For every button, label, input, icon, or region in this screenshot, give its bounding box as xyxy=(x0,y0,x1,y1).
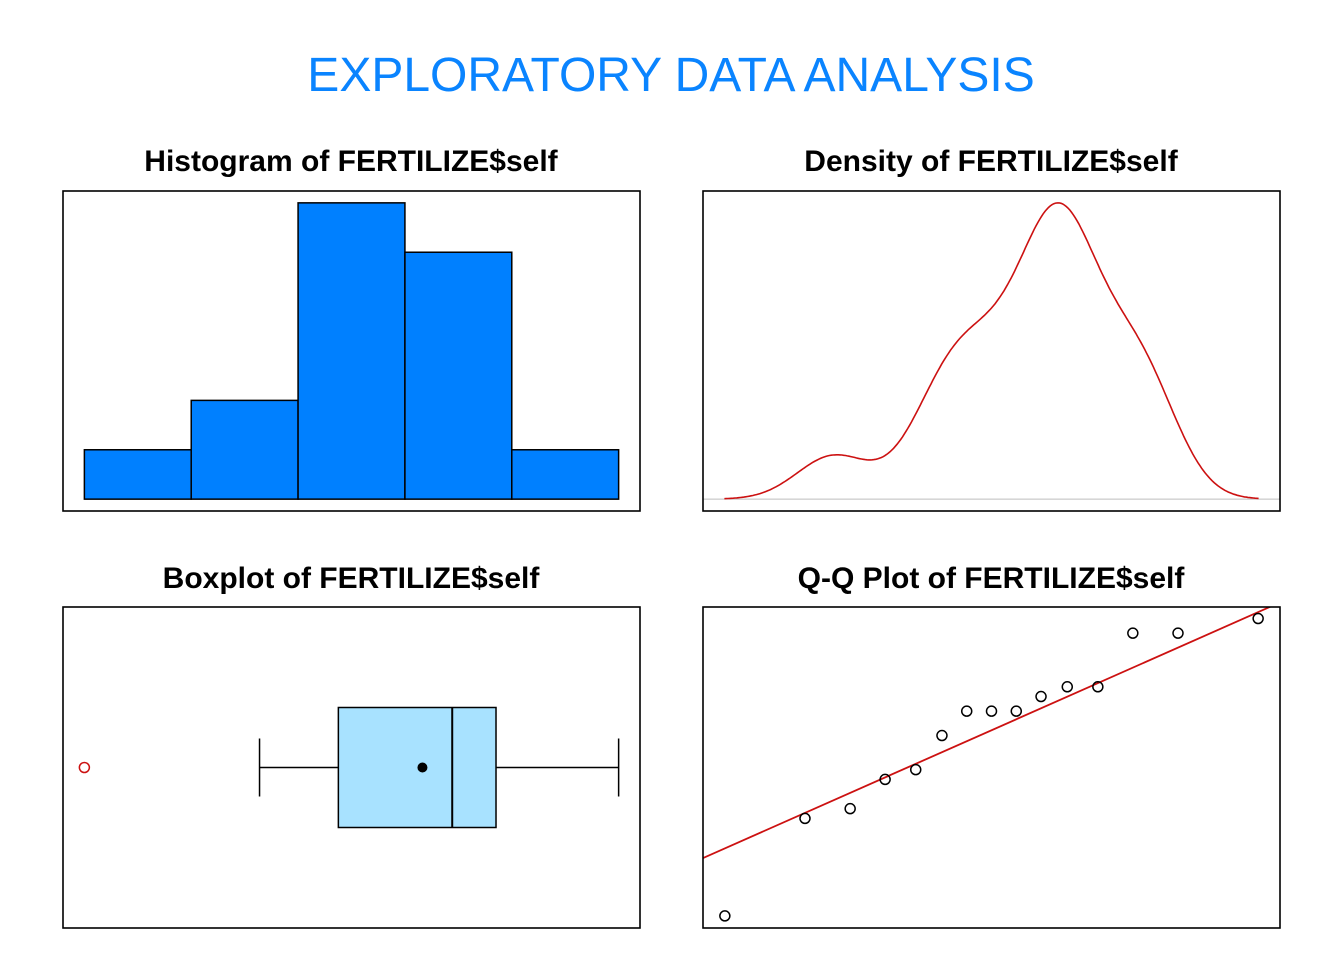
qq-frame xyxy=(702,606,1281,929)
qq-point xyxy=(879,773,891,786)
boxplot-title: Boxplot of FERTILIZE$self xyxy=(163,562,541,595)
qq-point xyxy=(936,729,948,742)
density-curve xyxy=(724,202,1259,500)
density-frame xyxy=(702,190,1281,512)
main-title: EXPLORATORY DATA ANALYSIS xyxy=(307,49,1034,102)
boxplot-mean-point xyxy=(417,762,428,773)
qq-point xyxy=(1092,681,1104,693)
boxplot-frame xyxy=(62,606,641,929)
qq-point xyxy=(844,802,856,815)
qq-title: Q-Q Plot of FERTILIZE$self xyxy=(798,562,1186,595)
qq-reference-line xyxy=(703,607,1272,859)
qq-point xyxy=(799,812,811,825)
histogram-bar xyxy=(297,202,406,500)
histogram-title: Histogram of FERTILIZE$self xyxy=(144,145,558,178)
boxplot-box xyxy=(337,706,497,829)
density-title: Density of FERTILIZE$self xyxy=(804,145,1178,178)
qq-point xyxy=(960,705,973,717)
histogram-bar xyxy=(83,449,192,500)
histogram-bar xyxy=(190,399,299,500)
qq-point xyxy=(1061,681,1074,693)
histogram-bar xyxy=(404,251,513,500)
qq-point xyxy=(1252,612,1264,625)
qq-point xyxy=(1172,627,1184,639)
qq-point xyxy=(985,705,998,717)
qq-point xyxy=(1127,627,1139,639)
histogram-bar xyxy=(511,449,620,500)
boxplot-outlier xyxy=(78,761,91,774)
qq-point xyxy=(719,910,731,922)
histogram-frame xyxy=(62,190,641,512)
qq-point xyxy=(909,763,922,776)
qq-point xyxy=(1010,705,1023,717)
qq-point xyxy=(1035,690,1047,703)
